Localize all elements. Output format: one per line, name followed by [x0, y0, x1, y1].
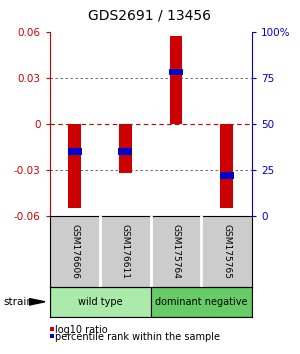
Bar	[170, 36, 182, 124]
Polygon shape	[28, 298, 45, 305]
Bar	[68, 148, 82, 155]
Text: GSM176611: GSM176611	[121, 224, 130, 279]
Text: GSM176606: GSM176606	[70, 224, 79, 279]
Bar	[118, 148, 132, 155]
Bar	[119, 124, 132, 173]
Text: GSM175765: GSM175765	[222, 224, 231, 279]
Text: GSM175764: GSM175764	[172, 224, 181, 279]
Bar	[151, 287, 252, 317]
Bar	[220, 124, 233, 208]
Bar	[220, 172, 234, 178]
Text: wild type: wild type	[78, 297, 122, 307]
Text: percentile rank within the sample: percentile rank within the sample	[55, 332, 220, 342]
Bar	[68, 124, 81, 208]
Bar	[50, 287, 151, 317]
Text: log10 ratio: log10 ratio	[55, 325, 107, 335]
Text: GDS2691 / 13456: GDS2691 / 13456	[88, 9, 212, 23]
Bar	[169, 69, 183, 75]
Text: dominant negative: dominant negative	[155, 297, 247, 307]
Text: strain: strain	[3, 297, 33, 307]
